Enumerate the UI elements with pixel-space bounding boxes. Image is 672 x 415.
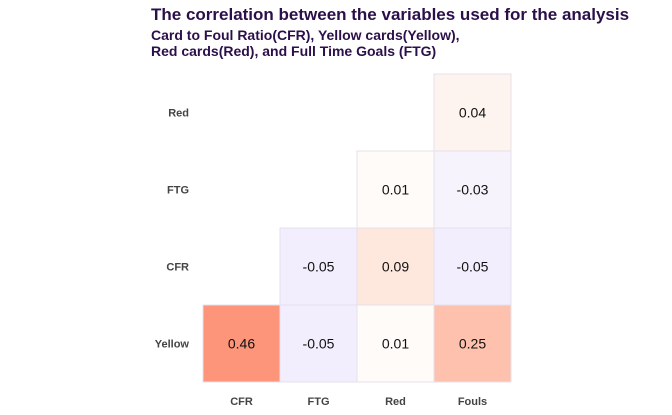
y-tick-label-yellow: Yellow [155, 339, 190, 351]
heatmap-cells [202, 73, 512, 383]
heatmap-cell-ftg-fouls [433, 150, 512, 229]
cell-value-label-cfr-ftg: -0.05 [303, 259, 335, 275]
cell-value-label-ftg-red: 0.01 [382, 182, 409, 198]
cell-value-label-yellow-fouls: 0.25 [459, 336, 486, 352]
heatmap-cell-yellow-fouls [433, 304, 512, 383]
y-tick-label-cfr: CFR [166, 262, 189, 274]
heatmap-cell-yellow-ftg [279, 304, 358, 383]
cell-value-label-cfr-fouls: -0.05 [457, 259, 489, 275]
x-tick-label-red: Red [385, 396, 406, 408]
y-tick-label-red: Red [168, 108, 189, 120]
cell-value-label-red-fouls: 0.04 [459, 105, 486, 121]
heatmap-cell-cfr-fouls [433, 227, 512, 306]
cell-value-label-ftg-fouls: -0.03 [457, 182, 489, 198]
chart-subtitle-line-2: Red cards(Red), and Full Time Goals (FTG… [151, 43, 436, 59]
heatmap-cell-red-fouls [433, 73, 512, 152]
cell-value-label-yellow-ftg: -0.05 [303, 336, 335, 352]
x-tick-label-fouls: Fouls [458, 396, 487, 408]
heatmap-cell-ftg-red [356, 150, 435, 229]
heatmap-cell-yellow-cfr [202, 304, 281, 383]
y-axis-tick-labels: Yellow CFR FTG Red [155, 108, 190, 351]
x-axis-tick-labels: CFR FTG Red Fouls [230, 396, 487, 408]
cell-value-label-yellow-cfr: 0.46 [228, 336, 255, 352]
heatmap-cell-cfr-red [356, 227, 435, 306]
chart-title: The correlation between the variables us… [151, 5, 629, 24]
heatmap-cell-labels: 0.46 -0.05 0.01 0.25 -0.05 0.09 -0.05 0.01 -0.03… [228, 105, 489, 352]
y-tick-label-ftg: FTG [167, 185, 189, 197]
x-tick-label-ftg: FTG [308, 396, 330, 408]
x-tick-label-cfr: CFR [230, 396, 253, 408]
cell-value-label-cfr-red: 0.09 [382, 259, 409, 275]
chart-subtitle-line-1: Card to Foul Ratio(CFR), Yellow cards(Ye… [151, 27, 460, 43]
heatmap-cell-cfr-ftg [279, 227, 358, 306]
cell-value-label-yellow-red: 0.01 [382, 336, 409, 352]
